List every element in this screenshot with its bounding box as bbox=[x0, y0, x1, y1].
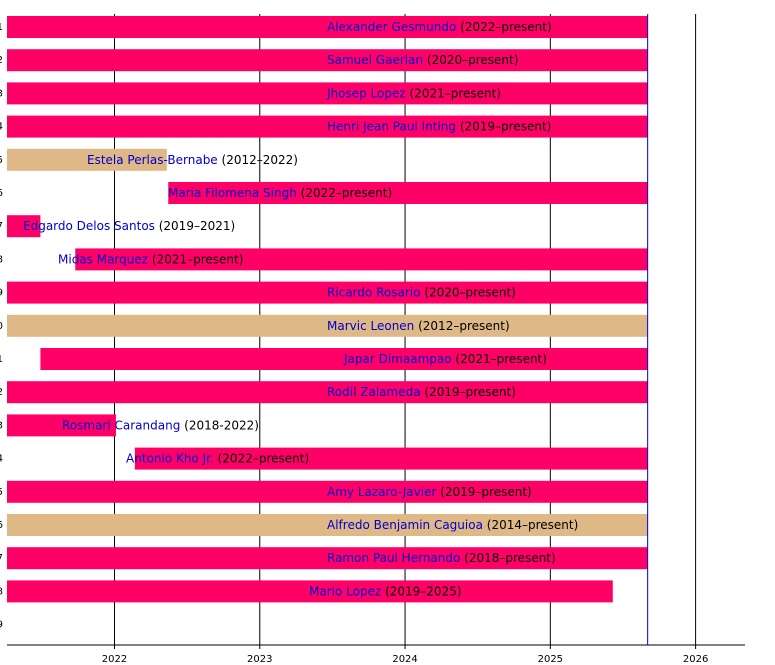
judge-period: (2022–present) bbox=[460, 20, 552, 34]
x-tick-label: 2025 bbox=[538, 654, 563, 665]
bar-label: Ricardo Rosario (2020–present) bbox=[327, 285, 516, 299]
row-label: 7 bbox=[0, 221, 3, 232]
row-label: 3 bbox=[0, 88, 3, 99]
bar-label: Rodil Zalameda (2019–present) bbox=[327, 385, 516, 399]
x-tick-label: 2022 bbox=[102, 654, 127, 665]
bar-label: Japar Dimaampao (2021–present) bbox=[343, 352, 547, 366]
judge-name: Jhosep Lopez bbox=[326, 86, 406, 100]
row-label: 19 bbox=[0, 620, 3, 631]
bar-label: Antonio Kho Jr. (2022–present) bbox=[126, 451, 309, 465]
judge-name: Marvic Leonen bbox=[327, 318, 414, 332]
judge-name: Alexander Gesmundo bbox=[327, 20, 456, 34]
bar-label: Estela Perlas-Bernabe (2012–2022) bbox=[87, 152, 298, 166]
judge-period: (2020–present) bbox=[427, 53, 519, 67]
judge-period: (2012–present) bbox=[418, 318, 510, 332]
judge-name: Japar Dimaampao bbox=[343, 352, 452, 366]
bar-label: Alfredo Benjamin Caguioa (2014–present) bbox=[327, 518, 578, 532]
row-label: 2 bbox=[0, 55, 3, 66]
bar bbox=[134, 447, 648, 470]
bar-label: Jhosep Lopez (2021–present) bbox=[326, 86, 501, 100]
judge-name: Mario Lopez bbox=[309, 584, 381, 598]
judge-period: (2018-2022) bbox=[184, 418, 259, 432]
judge-name: Edgardo Delos Santos bbox=[23, 219, 155, 233]
row-label: 1 bbox=[0, 22, 3, 33]
bar bbox=[7, 514, 648, 536]
bar-label: Henri Jean Paul Inting (2019–present) bbox=[327, 119, 551, 133]
judge-period: (2019–present) bbox=[424, 385, 516, 399]
bar bbox=[7, 281, 648, 304]
row-label: 6 bbox=[0, 188, 3, 199]
bar bbox=[7, 314, 648, 337]
row-label: 15 bbox=[0, 487, 3, 498]
judge-period: (2014–present) bbox=[487, 518, 579, 532]
row-label: 4 bbox=[0, 122, 3, 133]
judge-name: Alfredo Benjamin Caguioa bbox=[327, 518, 483, 532]
x-tick-label: 2024 bbox=[392, 654, 417, 665]
bar-label: Edgardo Delos Santos (2019–2021) bbox=[23, 219, 235, 233]
row-label: 11 bbox=[0, 354, 3, 365]
bar-label: Rosmari Carandang (2018-2022) bbox=[62, 418, 259, 432]
row-label: 18 bbox=[0, 586, 3, 597]
row-label: 10 bbox=[0, 321, 3, 332]
bar bbox=[75, 248, 648, 271]
bar-label: Maria Filomena Singh (2022–present) bbox=[168, 186, 392, 200]
judge-period: (2022–present) bbox=[218, 451, 310, 465]
bar bbox=[7, 148, 167, 171]
bar bbox=[7, 82, 648, 105]
bar-label: Marvic Leonen (2012–present) bbox=[327, 318, 510, 332]
judge-name: Estela Perlas-Bernabe bbox=[87, 152, 218, 166]
row-label: 13 bbox=[0, 420, 3, 431]
judge-name: Antonio Kho Jr. bbox=[126, 451, 214, 465]
judge-period: (2019–2025) bbox=[385, 584, 461, 598]
bar bbox=[7, 547, 648, 570]
judge-period: (2019–2021) bbox=[159, 219, 235, 233]
judge-period: (2018–present) bbox=[464, 551, 556, 565]
judge-name: Ramon Paul Hernando bbox=[327, 551, 460, 565]
x-tick-label: 2023 bbox=[247, 654, 272, 665]
judge-name: Rodil Zalameda bbox=[327, 385, 421, 399]
row-label: 8 bbox=[0, 254, 3, 265]
bar bbox=[7, 480, 648, 503]
bar-label: Midas Marquez (2021–present) bbox=[58, 252, 243, 266]
row-label: 12 bbox=[0, 387, 3, 398]
judge-name: Rosmari Carandang bbox=[62, 418, 180, 432]
row-label: 14 bbox=[0, 454, 3, 465]
judge-period: (2012–2022) bbox=[222, 152, 298, 166]
bar bbox=[168, 182, 648, 204]
judge-period: (2019–present) bbox=[440, 484, 532, 498]
bar-label: Amy Lazaro-Javier (2019–present) bbox=[327, 484, 532, 498]
bar bbox=[7, 215, 41, 238]
judge-period: (2021–present) bbox=[152, 252, 244, 266]
bar bbox=[7, 580, 613, 603]
bar bbox=[7, 16, 648, 38]
bar-label: Ramon Paul Hernando (2018–present) bbox=[327, 551, 556, 565]
bar-label: Alexander Gesmundo (2022–present) bbox=[327, 20, 552, 34]
judge-period: (2021–present) bbox=[410, 86, 502, 100]
judge-name: Samuel Gaerlan bbox=[327, 53, 423, 67]
judge-period: (2021–present) bbox=[455, 352, 547, 366]
bar bbox=[7, 49, 648, 72]
bar bbox=[40, 348, 648, 370]
judge-name: Maria Filomena Singh bbox=[168, 186, 297, 200]
judge-name: Henri Jean Paul Inting bbox=[327, 119, 456, 133]
judge-period: (2019–present) bbox=[460, 119, 552, 133]
bar bbox=[7, 115, 648, 138]
row-label: 5 bbox=[0, 155, 3, 166]
judge-name: Midas Marquez bbox=[58, 252, 148, 266]
bar-label: Samuel Gaerlan (2020–present) bbox=[327, 53, 518, 67]
row-label: 9 bbox=[0, 288, 3, 299]
bar bbox=[7, 381, 648, 404]
bar bbox=[7, 414, 116, 437]
bar-label: Mario Lopez (2019–2025) bbox=[309, 584, 462, 598]
judge-period: (2022–present) bbox=[301, 186, 393, 200]
row-label: 16 bbox=[0, 520, 3, 531]
row-label: 17 bbox=[0, 553, 3, 564]
x-tick-label: 2026 bbox=[683, 654, 708, 665]
judge-name: Amy Lazaro-Javier bbox=[327, 484, 436, 498]
judge-period: (2020–present) bbox=[424, 285, 516, 299]
judge-name: Ricardo Rosario bbox=[327, 285, 420, 299]
